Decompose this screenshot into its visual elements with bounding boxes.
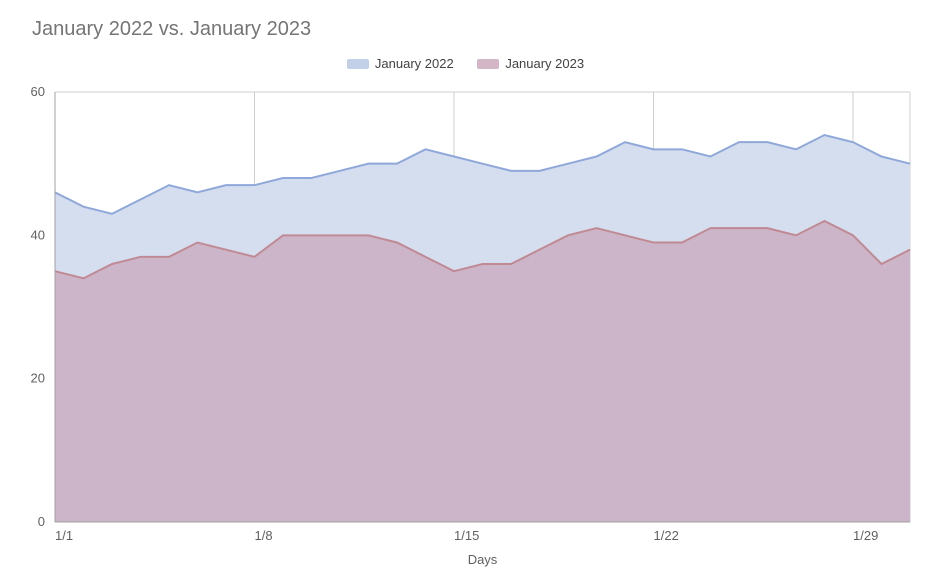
chart-areas xyxy=(55,135,910,522)
x-axis-ticks: 1/1 1/8 1/15 1/22 1/29 xyxy=(55,528,878,543)
chart-svg: 0204060 1/11/81/151/221/29 Days xyxy=(55,92,910,572)
legend-item-2023: January 2023 xyxy=(477,56,584,71)
svg-text:20: 20 xyxy=(31,371,45,386)
legend-swatch-2023 xyxy=(477,59,499,69)
svg-text:1/8: 1/8 xyxy=(255,528,273,543)
chart-container: January 2022 vs. January 2023 January 20… xyxy=(0,0,931,575)
chart-legend: January 2022 January 2023 xyxy=(0,56,931,72)
chart-title: January 2022 vs. January 2023 xyxy=(32,18,311,41)
chart-plot-area: 0204060 1/11/81/151/221/29 Days xyxy=(55,92,910,522)
legend-label-2022: January 2022 xyxy=(375,56,454,71)
y-axis-ticks: 0 20 40 60 xyxy=(31,84,45,529)
svg-text:0: 0 xyxy=(38,514,45,529)
legend-label-2023: January 2023 xyxy=(505,56,584,71)
legend-item-2022: January 2022 xyxy=(347,56,454,71)
svg-text:40: 40 xyxy=(31,227,45,242)
svg-text:1/29: 1/29 xyxy=(853,528,878,543)
x-axis-label: Days xyxy=(468,552,498,567)
svg-text:1/15: 1/15 xyxy=(454,528,479,543)
svg-text:1/22: 1/22 xyxy=(654,528,679,543)
svg-text:1/1: 1/1 xyxy=(55,528,73,543)
legend-swatch-2022 xyxy=(347,59,369,69)
svg-text:60: 60 xyxy=(31,84,45,99)
